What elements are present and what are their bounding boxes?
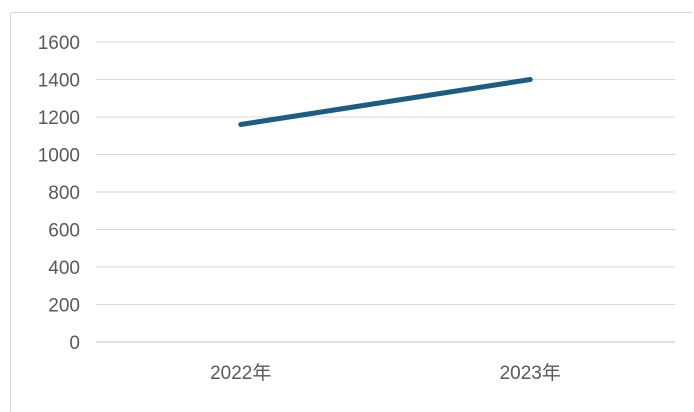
y-tick-label: 800 bbox=[48, 183, 80, 204]
series-lines bbox=[241, 79, 531, 124]
y-tick-label: 0 bbox=[69, 333, 80, 354]
y-tick-label: 200 bbox=[48, 296, 80, 317]
y-tick-label: 1200 bbox=[38, 108, 80, 129]
y-tick-label: 1000 bbox=[38, 146, 80, 167]
x-axis-tick-labels: 2022年 2023年 bbox=[210, 362, 561, 384]
y-tick-label: 600 bbox=[48, 221, 80, 242]
x-tick-label: 2023年 bbox=[500, 362, 561, 384]
y-tick-label: 1400 bbox=[38, 71, 80, 92]
series-line bbox=[241, 80, 531, 125]
x-tick-label: 2022年 bbox=[210, 362, 271, 384]
y-tick-label: 400 bbox=[48, 258, 80, 279]
y-tick-label: 1600 bbox=[38, 33, 80, 54]
line-chart: 0 200 400 600 800 1000 1200 1400 1600 2022年 2023年 bbox=[0, 0, 694, 400]
y-axis-tick-labels: 0 200 400 600 800 1000 1200 1400 1600 bbox=[38, 33, 80, 354]
gridlines bbox=[96, 42, 675, 342]
